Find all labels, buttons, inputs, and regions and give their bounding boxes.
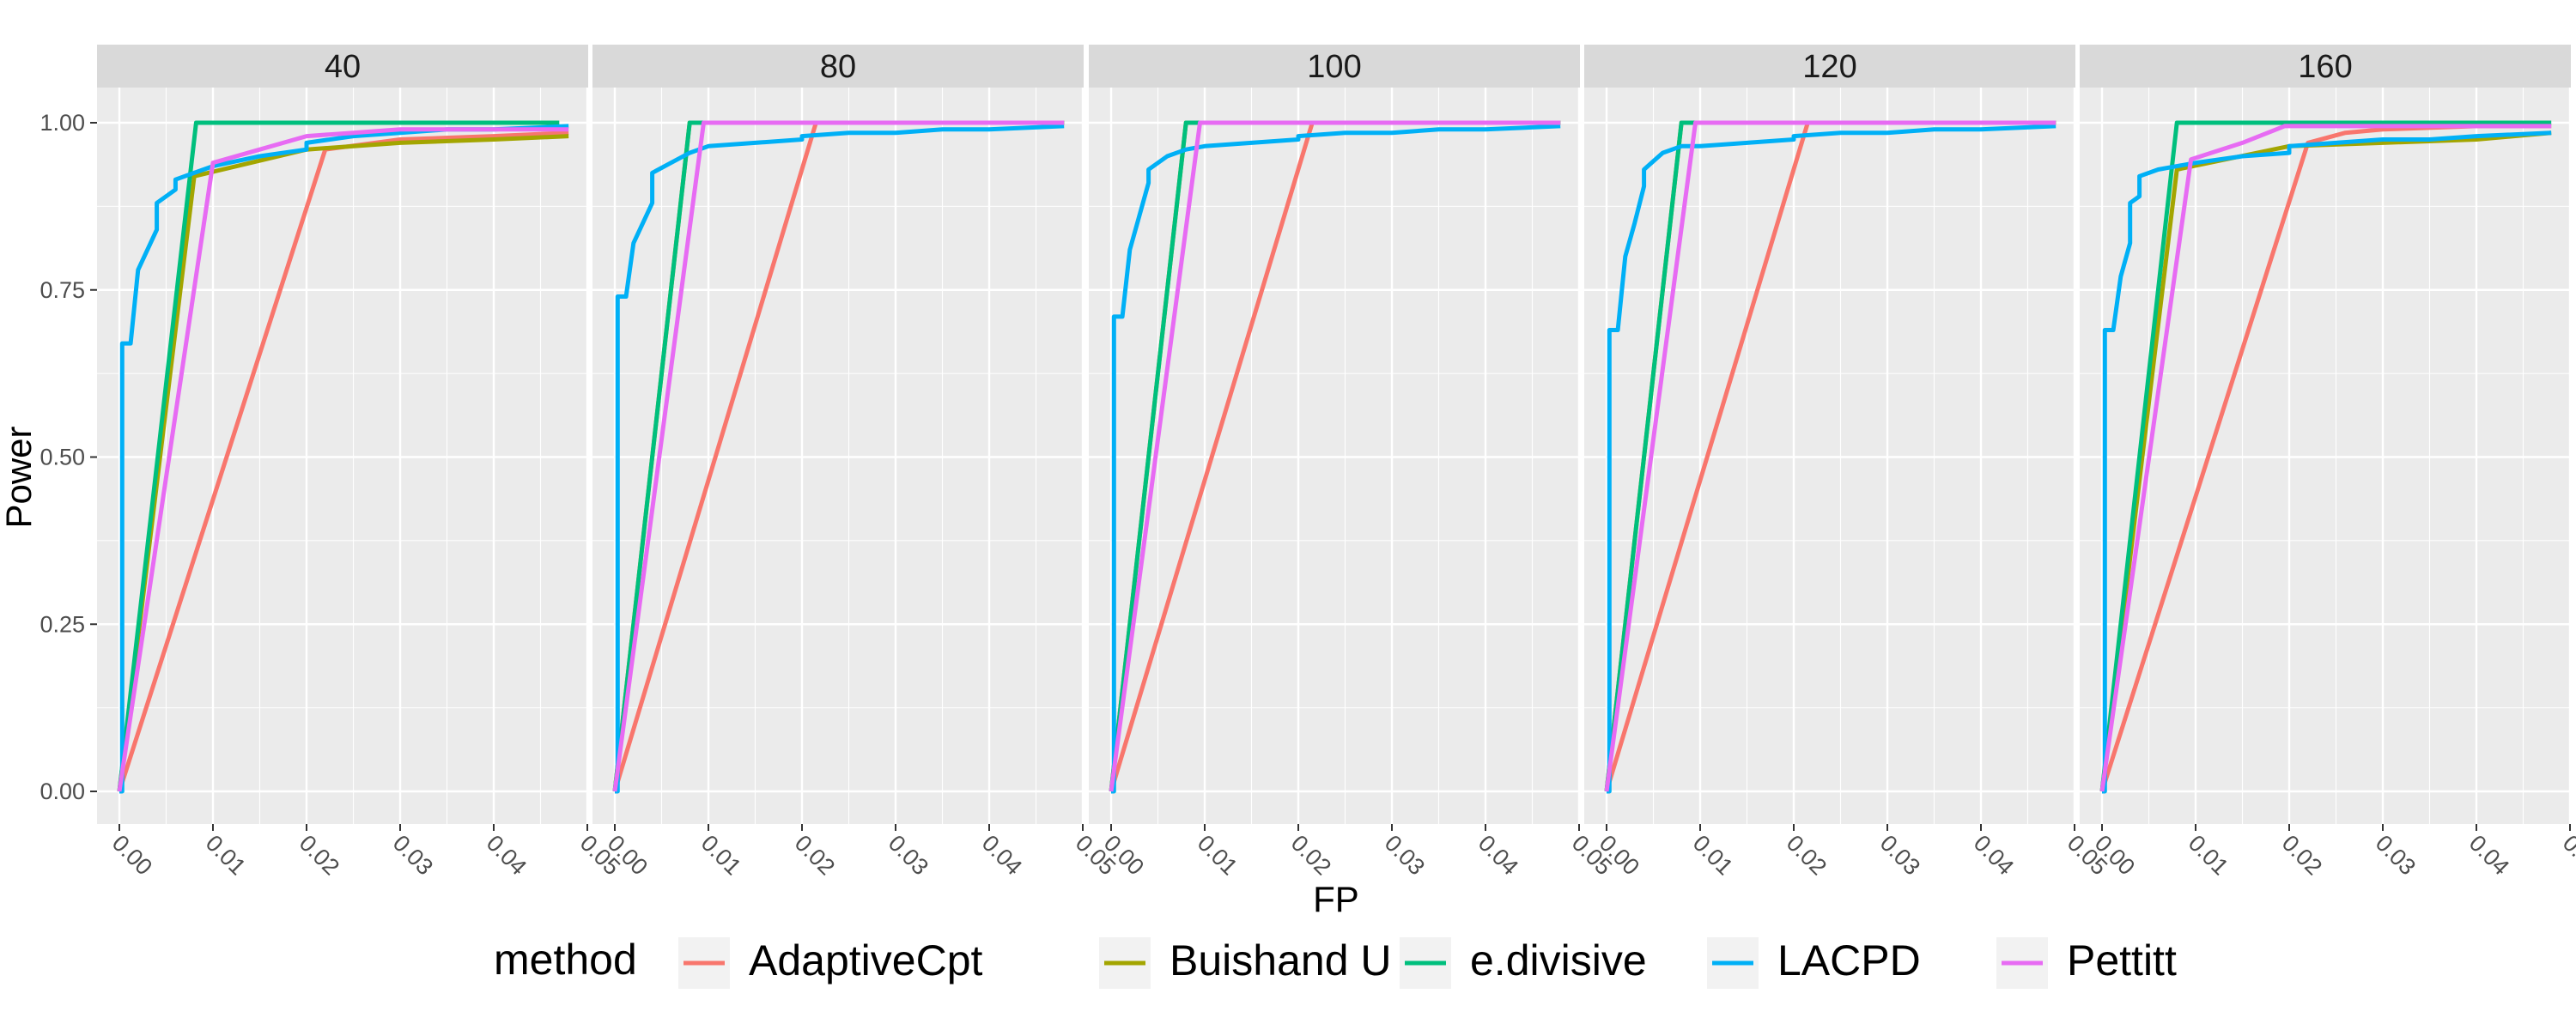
- panel-120: 120: [1584, 45, 2076, 824]
- panel-80: 80: [592, 45, 1084, 824]
- legend-label: Buishand U: [1170, 936, 1392, 985]
- series-line-pettitt: [1109, 120, 1561, 792]
- series-lines: [1109, 120, 1561, 794]
- legend-label: LACPD: [1777, 936, 1921, 985]
- x-tick-label: 0.02: [2277, 830, 2327, 880]
- panel-40: 40: [97, 45, 589, 824]
- x-tick-label: 0.01: [1688, 830, 1738, 880]
- panels-layer: 40 80 100 120 160: [97, 45, 2572, 824]
- x-tick-label: 0.03: [388, 830, 438, 880]
- gridlines: [592, 88, 1084, 824]
- series-lines: [117, 120, 569, 794]
- x-tick-label: 0.01: [201, 830, 251, 880]
- x-tick-label: 0.03: [884, 830, 933, 880]
- legend-entry-lacpd: LACPD: [1707, 936, 1921, 989]
- x-tick-label: 0.01: [2184, 830, 2233, 880]
- series-line-lacpd: [1111, 124, 1561, 794]
- x-tick-label: 0.02: [295, 830, 344, 880]
- x-tick-label: 0.04: [1969, 830, 2019, 880]
- legend-label: AdaptiveCpt: [749, 936, 982, 985]
- legend-entry-buishand-u: Buishand U: [1099, 936, 1392, 989]
- series-lines: [1604, 120, 2057, 794]
- gridlines: [1089, 88, 1581, 824]
- x-tick-label: 0.03: [1380, 830, 1430, 880]
- series-line-pettitt: [1604, 120, 2057, 792]
- legend-label: Pettitt: [2067, 936, 2177, 985]
- legend-entry-pettitt: Pettitt: [1996, 936, 2177, 989]
- x-tick-label: 0.05: [2558, 830, 2576, 880]
- x-tick-label: 0.02: [1286, 830, 1336, 880]
- panel-background: [1584, 88, 2075, 824]
- series-line-adaptivecpt: [117, 130, 569, 792]
- series-lines: [2099, 120, 2552, 794]
- series-line-lacpd: [2102, 130, 2552, 794]
- series-line-pettitt: [117, 127, 569, 792]
- x-tick-label: 0.01: [1193, 830, 1242, 880]
- panel-100: 100: [1089, 45, 1581, 824]
- facet-strip: [1089, 45, 1580, 88]
- legend-label: e.divisive: [1470, 936, 1647, 985]
- x-tick-label: 0.03: [1875, 830, 1925, 880]
- facet-strip: [97, 45, 588, 88]
- x-tick-label: 0.04: [482, 830, 532, 880]
- facet-label: 100: [1307, 49, 1361, 85]
- series-line-e-divisive: [117, 120, 560, 792]
- facet-label: 160: [2298, 49, 2352, 85]
- gridlines: [1584, 88, 2076, 824]
- panel-background: [2080, 88, 2571, 824]
- x-tick-label: 0.04: [977, 830, 1027, 880]
- facet-strip: [2080, 45, 2571, 88]
- axes-layer: 0.00 0.01 0.02 0.03 0.04 0.05 0.00 0.01 0.02 0.03…: [39, 110, 2576, 880]
- x-tick-label: 0.04: [2464, 830, 2514, 880]
- x-tick-label: 0.02: [1782, 830, 1832, 880]
- y-tick-label: 0.50: [39, 445, 85, 470]
- panel-160: 160: [2080, 45, 2572, 824]
- x-tick-label: 0.01: [696, 830, 746, 880]
- legend-entry-adaptivecpt: AdaptiveCpt: [678, 936, 982, 989]
- series-line-pettitt: [612, 120, 1065, 792]
- facet-strip: [1584, 45, 2075, 88]
- facet-strip: [592, 45, 1084, 88]
- facet-label: 120: [1802, 49, 1856, 85]
- legend-title: method: [494, 936, 637, 984]
- series-line-lacpd: [1607, 124, 2057, 794]
- series-line-lacpd: [119, 124, 569, 794]
- x-tick-label: 0.00: [107, 830, 157, 880]
- y-tick-label: 0.75: [39, 277, 85, 303]
- gridlines: [97, 88, 589, 824]
- panel-background: [1089, 88, 1580, 824]
- panel-background: [592, 88, 1084, 824]
- facet-label: 80: [820, 49, 856, 85]
- x-tick-label: 0.03: [2371, 830, 2421, 880]
- series-line-pettitt: [2099, 124, 2552, 792]
- series-lines: [612, 120, 1065, 794]
- y-tick-label: 0.00: [39, 779, 85, 804]
- y-axis-title: Power: [0, 426, 39, 528]
- y-tick-label: 0.25: [39, 611, 85, 637]
- series-line-e-divisive: [2099, 120, 2552, 792]
- y-tick-label: 1.00: [39, 110, 85, 136]
- x-axis-title: FP: [1313, 879, 1359, 919]
- x-tick-label: 0.04: [1473, 830, 1523, 880]
- series-line-buishand-u: [117, 134, 569, 792]
- legend-entry-e-divisive: e.divisive: [1400, 936, 1647, 989]
- facet-label: 40: [325, 49, 361, 85]
- panel-background: [97, 88, 588, 824]
- x-tick-label: 0.02: [790, 830, 840, 880]
- legend: method AdaptiveCpt Buishand U e.divisive LA…: [494, 936, 2177, 989]
